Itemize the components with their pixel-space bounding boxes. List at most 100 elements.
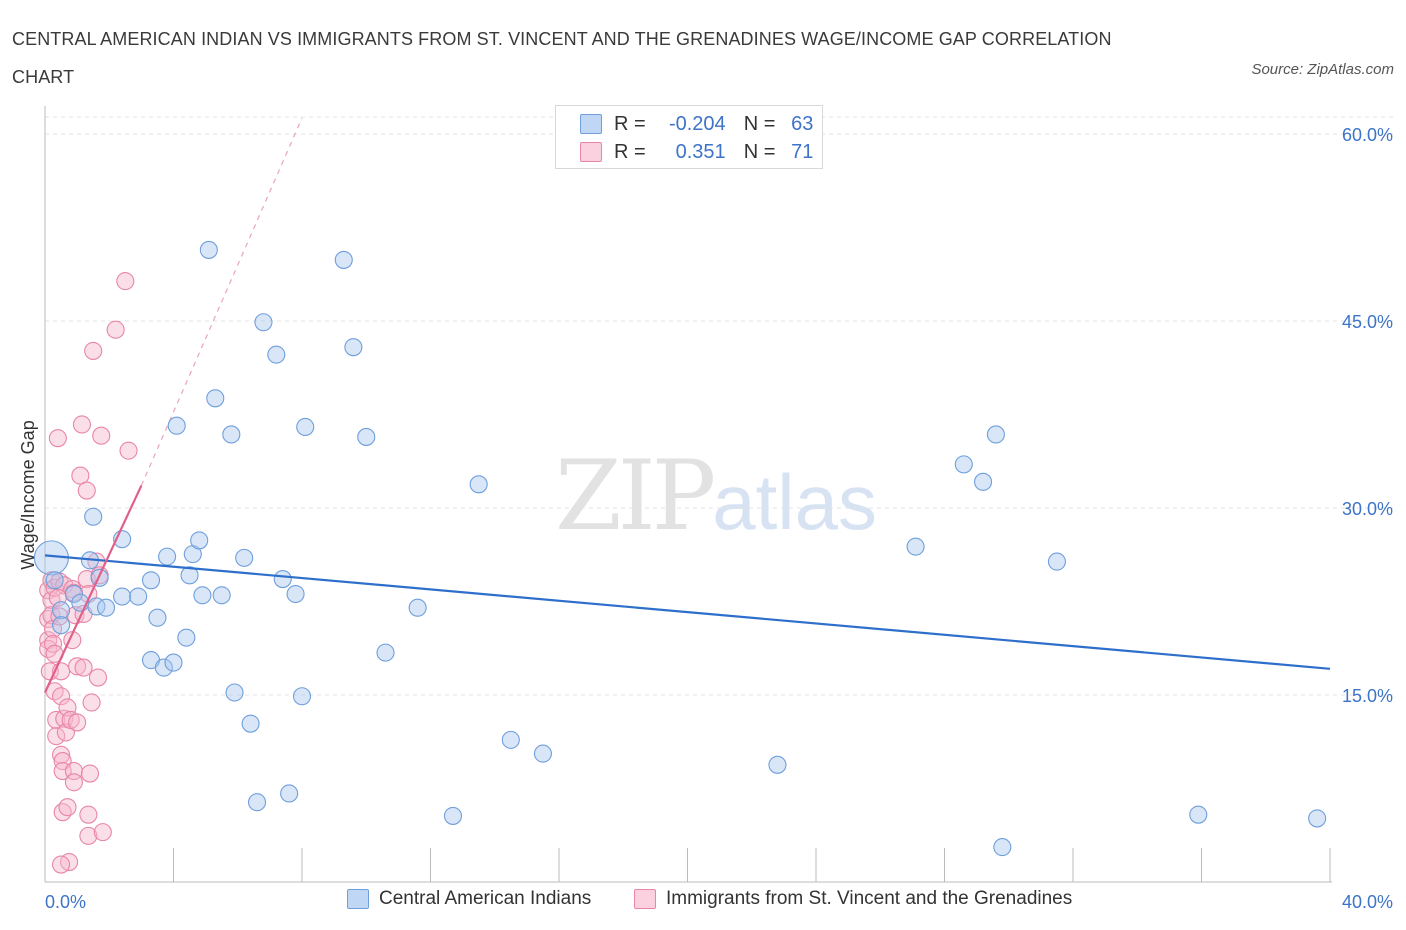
source-note: Source: ZipAtlas.com [1251,61,1394,78]
data-point-pink [84,341,103,360]
trend-line-pink-extension [140,117,303,486]
data-point-blue [84,507,103,526]
legend-n-value: 71 [791,140,814,163]
data-point-blue [222,425,241,444]
data-point-blue [225,683,244,702]
legend-item-central-american-indians: Central American Indians [347,888,591,910]
data-point-blue [1189,805,1208,824]
watermark-atlas: atlas [712,458,877,546]
data-point-blue [533,744,552,763]
legend-label: Central American Indians [379,888,592,909]
y-tick-label: 30.0% [1342,499,1393,519]
watermark-zip: ZIP [555,440,716,552]
data-point-pink [52,745,71,764]
y-tick-label: 60.0% [1342,125,1393,145]
data-point-blue [206,389,225,408]
data-point-blue [292,687,312,706]
tick-labels: 15.0% 30.0% 45.0% 60.0% 0.0% 40.0% [45,125,1393,912]
data-point-pink [80,764,100,783]
data-point-blue [235,548,254,567]
data-point-pink [79,805,98,824]
data-point-blue [113,587,132,606]
data-point-blue [190,531,209,550]
data-point-blue [158,547,177,566]
trend-lines [44,485,1331,693]
legend-label: Immigrants from St. Vincent and the Gren… [666,888,1073,909]
data-point-pink [92,426,111,445]
blue-points [33,240,1327,857]
data-point-blue [286,584,305,604]
data-point-blue [296,417,315,437]
pink-points [39,272,138,874]
data-point-pink [68,657,87,676]
x-tick-label: 0.0% [45,892,86,912]
data-point-blue [376,643,395,662]
data-point-blue [408,598,427,617]
data-point-blue [280,784,299,803]
legend-row-pink: R = 0.351 N = 71 [580,139,813,165]
legend-n-value: 63 [791,112,814,135]
data-point-pink [68,713,87,732]
data-point-blue [167,416,186,435]
data-point-pink [106,320,125,339]
data-point-blue [45,571,64,590]
data-point-blue [164,653,183,672]
chart-title: CENTRAL AMERICAN INDIAN VS IMMIGRANTS FR… [12,29,1112,87]
legend-row-blue: R = -0.204 N = 63 [580,111,813,137]
data-point-blue [154,658,173,677]
data-point-blue [768,755,787,774]
data-point-blue [193,586,212,605]
data-point-blue [501,730,520,749]
legend-r-label: R = [614,140,646,163]
stats-legend: R = -0.204 N = 63 R = 0.351 N = 71 [555,105,823,169]
data-point-pink [71,466,90,485]
data-point-pink [52,687,71,706]
grid-lines [45,116,1395,696]
data-point-pink [88,668,108,687]
data-point-blue [973,472,993,491]
legend-swatch-pink [634,889,656,909]
y-tick-label: 15.0% [1342,686,1393,706]
data-point-blue [357,427,376,446]
legend-swatch-blue [580,114,602,134]
data-point-blue [87,597,106,616]
data-point-blue [148,608,167,627]
data-point-blue [267,345,286,364]
data-point-blue [177,628,196,647]
data-point-blue [344,338,363,357]
data-point-blue [180,566,199,585]
data-point-pink [64,773,83,792]
legend-n-label: N = [743,140,776,163]
legend-n-label: N = [743,112,776,135]
trend-line-blue [44,554,1331,670]
data-point-blue [212,586,231,605]
legend-r-value: -0.204 [668,112,726,135]
data-point-blue [129,587,148,606]
data-point-blue [141,571,161,590]
watermark: ZIPatlas [555,440,877,552]
data-point-pink [53,803,72,822]
data-point-pink [116,272,135,291]
y-tick-label: 45.0% [1342,312,1393,332]
data-point-blue [199,240,218,259]
data-point-blue [273,570,292,589]
data-point-pink [48,429,67,448]
data-point-blue [443,806,463,825]
data-point-blue [96,598,116,617]
data-point-blue [986,425,1005,444]
data-point-blue [52,616,71,635]
data-point-pink [72,415,91,434]
data-point-blue [241,714,260,733]
data-point-blue [954,455,973,474]
y-axis-label: Wage/Income Gap [18,420,38,569]
x-tick-label: 40.0% [1342,892,1393,912]
data-point-blue [334,250,353,269]
legend-r-label: R = [614,112,646,135]
pink-trend-extension [140,117,303,486]
data-point-pink [82,693,101,712]
legend-swatch-blue [347,889,369,909]
data-point-pink [93,823,112,842]
data-point-pink [47,727,66,746]
axes [44,106,1332,883]
